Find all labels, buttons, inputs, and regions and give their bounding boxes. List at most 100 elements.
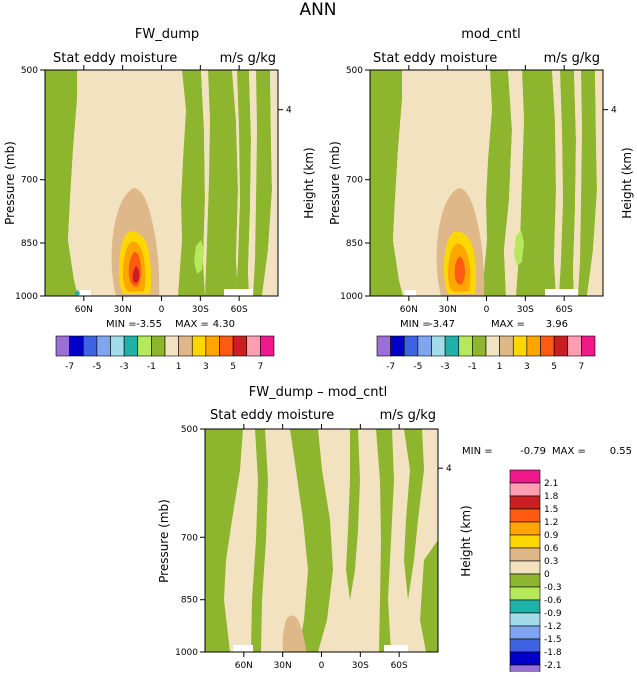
x-tick-label: 60N <box>75 305 93 315</box>
colorbar-swatch <box>509 521 541 536</box>
panel-1-missing-data <box>224 289 253 296</box>
colorbar-swatch <box>509 547 541 562</box>
colorbar-swatch <box>512 335 528 357</box>
panel-3-axes: 500 700 850 1000 4 60N 30N 0 30S 60S <box>175 424 452 671</box>
panel-1-tan-region <box>68 70 186 296</box>
x-tick-label: 0 <box>159 305 165 315</box>
panel-1-tan-edge-low <box>262 182 278 296</box>
panel-3-green-band-6 <box>404 429 424 600</box>
panel-2-field-label: Stat eddy moisture <box>373 51 497 66</box>
colorbar-swatch <box>509 482 541 497</box>
colorbar-label: 0.3 <box>544 557 558 567</box>
x-tick-label: 0 <box>484 305 490 315</box>
colorbar-swatch <box>110 335 125 357</box>
y-tick-label: 1000 <box>340 292 363 302</box>
colorbar-swatch <box>205 335 220 357</box>
panel-3-plot-area <box>204 428 439 653</box>
panel-1-min-label: MIN = <box>106 319 137 330</box>
colorbar-label: 0.6 <box>544 544 559 554</box>
colorbar-label: -1 <box>147 362 156 372</box>
colorbar-label: -0.3 <box>544 583 562 593</box>
colorbar-swatch <box>96 335 111 357</box>
colorbar-swatch <box>191 335 207 357</box>
colorbar-swatch <box>151 335 166 357</box>
colorbar-label: -1.8 <box>544 648 562 658</box>
x-tick-label: 60S <box>556 305 573 315</box>
panel-1-title: FW_dump <box>135 27 199 42</box>
colorbar-label: -1 <box>468 362 477 372</box>
colorbar-label: -3 <box>441 362 450 372</box>
x-tick-label: 0 <box>319 661 325 671</box>
y-tick-label: 700 <box>346 176 363 186</box>
colorbar-label: 7 <box>579 362 585 372</box>
panel-1-green-band-east <box>205 70 238 296</box>
colorbar-swatch <box>137 335 152 357</box>
panel-1-tan-strip-c <box>248 70 257 296</box>
panel-3-green-band-5 <box>376 429 394 652</box>
panel-2-min-value: -3.47 <box>429 319 455 330</box>
colorbar-swatch <box>123 335 139 357</box>
colorbar-swatch <box>390 335 405 357</box>
colorbar-label: 7 <box>258 362 264 372</box>
colorbar-swatch <box>444 335 460 357</box>
x-tick-label: 60N <box>235 661 253 671</box>
colorbar-swatch <box>178 335 193 357</box>
colorbar-label: 2.1 <box>544 479 558 489</box>
x-tick-label: 30N <box>439 305 457 315</box>
colorbar-label: 3 <box>524 362 530 372</box>
panel-1-y2-axis-label: Height (km) <box>302 147 316 218</box>
panel-3-max-label: MAX = <box>552 446 586 457</box>
panel-3-missing-data <box>233 645 253 652</box>
x-tick-label: 30S <box>517 305 534 315</box>
colorbar-label: 3 <box>203 362 209 372</box>
colorbar-label: -5 <box>413 362 422 372</box>
colorbar-swatch <box>417 335 432 357</box>
colorbar-swatch <box>499 335 514 357</box>
colorbar-label: 0.9 <box>544 531 559 541</box>
panel-1-max-label: MAX = <box>175 319 209 330</box>
panel-2-green-band-east <box>516 70 556 296</box>
colorbar-swatch <box>540 335 555 357</box>
colorbar-label: -7 <box>386 362 395 372</box>
panel-2-tan-edge <box>595 70 603 190</box>
x-tick-label: 60N <box>400 305 418 315</box>
colorbar-label: 1.5 <box>544 505 558 515</box>
panel-1-tan-edge <box>270 70 278 190</box>
panel-2-tan-edge-low <box>587 182 603 296</box>
page-title: ANN <box>299 0 336 20</box>
panel-1-y-axis-label: Pressure (mb) <box>3 141 17 225</box>
panel-1-contour-5 <box>132 266 140 283</box>
colorbar-swatch <box>509 560 541 575</box>
colorbar-swatch <box>509 651 541 666</box>
colorbar-swatch <box>403 335 419 357</box>
colorbar-swatch <box>485 335 500 357</box>
colorbar-label: 5 <box>230 362 236 372</box>
colorbar-label: -0.9 <box>544 609 562 619</box>
colorbar-swatch <box>509 625 541 640</box>
panel-difference: FW_dump – mod_cntl Stat eddy moisture m/… <box>157 385 632 671</box>
panel-1-cyan-spot <box>74 290 80 296</box>
colorbar-swatch <box>458 335 473 357</box>
panel-3-green-band-3 <box>290 429 333 652</box>
colorbar-label: 0 <box>544 570 550 580</box>
colorbar-swatch <box>164 335 179 357</box>
panel-1-light-green-spot <box>194 240 204 274</box>
y-tick-label: 850 <box>21 239 38 249</box>
y-tick-label: 500 <box>346 66 363 76</box>
y-tick-label: 500 <box>181 425 198 435</box>
panel-2-min-label: MIN = <box>400 319 431 330</box>
panel-2-light-green-spot <box>514 230 524 266</box>
colorbar-swatch <box>55 335 70 357</box>
colorbar-label: 1.8 <box>544 492 559 502</box>
panel-3-contour-positive <box>282 615 306 652</box>
panel-2-y-axis-label: Pressure (mb) <box>328 141 342 225</box>
colorbar-swatch <box>509 612 541 627</box>
colorbar-label: 5 <box>551 362 557 372</box>
colorbar-label: -0.6 <box>544 596 562 606</box>
panel-3-green-band-7 <box>420 540 438 652</box>
y2-tick-label: 4 <box>611 106 617 116</box>
panel-3-green-west <box>205 429 243 652</box>
x-tick-label: 60S <box>231 305 248 315</box>
colorbar-difference: 2.1 1.8 1.5 1.2 0.9 0.6 0.3 0 -0.3 -0.6 -0.9 -1.2 -1… <box>509 469 562 677</box>
colorbar-label: 1.2 <box>544 518 558 528</box>
